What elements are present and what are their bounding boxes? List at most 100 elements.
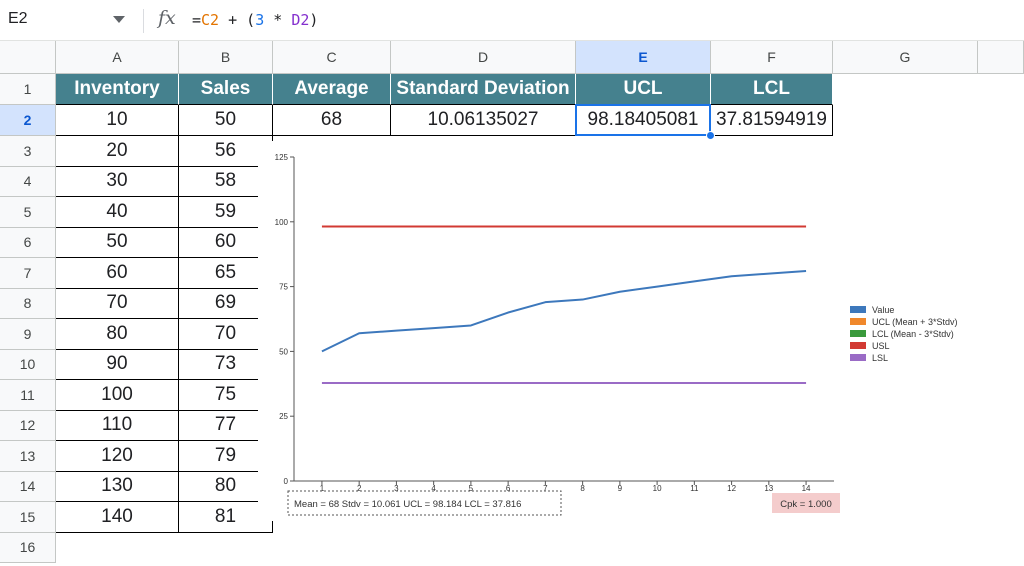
- x-tick-label: 9: [618, 484, 623, 493]
- cpk-label: Cpk = 1.000: [780, 499, 832, 510]
- control-chart[interactable]: 0 25 50 75 100 125 1 2 3 4 5 6 7 8 9 10 11 12 13 14 Value UCL…: [258, 141, 1020, 521]
- row-header-13[interactable]: 13: [0, 441, 56, 472]
- cell-inventory[interactable]: 140: [56, 502, 179, 533]
- spreadsheet-grid: A B C D E F G 1 2 3 4 5 6 7 8 9 10 11 12 13 14 15 16 Inventory S…: [0, 41, 1024, 566]
- select-all-corner[interactable]: [0, 41, 56, 74]
- row-header-3[interactable]: 3: [0, 136, 56, 167]
- fx-icon: fx: [158, 7, 176, 29]
- row-header-4[interactable]: 4: [0, 166, 56, 197]
- row-header-9[interactable]: 9: [0, 319, 56, 350]
- x-tick-label: 13: [764, 484, 773, 493]
- row-header-7[interactable]: 7: [0, 258, 56, 289]
- row-header-1[interactable]: 1: [0, 74, 56, 105]
- row-header-2[interactable]: 2: [0, 105, 56, 136]
- formula-bar: E2 fx =C2 + (3 * D2): [0, 0, 1024, 41]
- y-tick-label: 75: [279, 283, 288, 292]
- column-header-b[interactable]: B: [179, 41, 273, 74]
- formula-ref-d2: D2: [291, 11, 310, 29]
- cell-inventory[interactable]: 80: [56, 319, 179, 350]
- cell-inventory[interactable]: 60: [56, 258, 179, 289]
- cell-sales[interactable]: 50: [179, 105, 273, 136]
- x-tick-label: 12: [727, 484, 736, 493]
- legend-swatch-2: [850, 330, 866, 337]
- column-header-f[interactable]: F: [711, 41, 833, 74]
- cell-inventory[interactable]: 100: [56, 380, 179, 411]
- y-tick-label: 50: [279, 347, 288, 356]
- column-header-h[interactable]: [978, 41, 1024, 74]
- stats-annotation-box: [287, 490, 562, 516]
- row-header-10[interactable]: 10: [0, 349, 56, 380]
- formula-part: ): [309, 11, 319, 29]
- cell-inventory[interactable]: 70: [56, 288, 179, 319]
- x-tick-label: 4: [431, 484, 436, 493]
- x-tick-label: 14: [802, 484, 811, 493]
- row-header-8[interactable]: 8: [0, 288, 56, 319]
- cell-inventory[interactable]: 20: [56, 136, 179, 167]
- cell-inventory[interactable]: 50: [56, 227, 179, 258]
- column-header-e[interactable]: E: [576, 41, 711, 74]
- legend-entry-2: LCL (Mean - 3*Stdv): [872, 329, 954, 339]
- name-box[interactable]: E2: [8, 10, 28, 27]
- formula-ref-c2: C2: [201, 11, 220, 29]
- formula-bar-divider: [143, 9, 144, 33]
- legend-entry-0: Value: [872, 305, 894, 315]
- cell-inventory[interactable]: 130: [56, 471, 179, 502]
- y-tick-label: 125: [275, 153, 289, 162]
- legend-swatch-4: [850, 354, 866, 361]
- cell-ucl-value[interactable]: 98.18405081: [576, 105, 711, 136]
- y-tick-label: 100: [275, 218, 289, 227]
- legend-entry-1: UCL (Mean + 3*Stdv): [872, 317, 957, 327]
- row-header-15[interactable]: 15: [0, 502, 56, 533]
- cell-inventory[interactable]: 10: [56, 105, 179, 136]
- formula-number: 3: [255, 11, 265, 29]
- cell-average-value[interactable]: 68: [273, 105, 391, 136]
- series-line-value: [321, 270, 807, 353]
- legend-swatch-3: [850, 342, 866, 349]
- x-tick-label: 7: [543, 484, 548, 493]
- formula-input[interactable]: =C2 + (3 * D2): [192, 11, 318, 29]
- cell-lcl-value[interactable]: 37.81594919: [711, 105, 833, 136]
- header-ucl[interactable]: UCL: [576, 74, 711, 105]
- formula-part: =: [192, 11, 202, 29]
- stats-annotation: Mean = 68 Stdv = 10.061 UCL = 98.184 LCL…: [294, 499, 521, 510]
- row-header-11[interactable]: 11: [0, 380, 56, 411]
- x-tick-label: 8: [580, 484, 585, 493]
- header-stdev[interactable]: Standard Deviation: [391, 74, 576, 105]
- cell-stdev-value[interactable]: 10.06135027: [391, 105, 576, 136]
- x-tick-label: 5: [469, 484, 474, 493]
- x-tick-label: 2: [357, 484, 362, 493]
- cell-inventory[interactable]: 110: [56, 410, 179, 441]
- header-inventory[interactable]: Inventory: [56, 74, 179, 105]
- column-header-g[interactable]: G: [833, 41, 978, 74]
- cell-inventory[interactable]: 120: [56, 441, 179, 472]
- legend-swatch-0: [850, 306, 866, 313]
- row-header-14[interactable]: 14: [0, 471, 56, 502]
- column-header-c[interactable]: C: [273, 41, 391, 74]
- x-tick-label: 10: [653, 484, 662, 493]
- x-tick-label: 3: [394, 484, 399, 493]
- header-average[interactable]: Average: [273, 74, 391, 105]
- row-header-6[interactable]: 6: [0, 227, 56, 258]
- row-header-16[interactable]: 16: [0, 532, 56, 563]
- legend-entry-4: LSL: [872, 353, 888, 363]
- fill-handle[interactable]: [706, 131, 715, 140]
- x-tick-label: 6: [506, 484, 511, 493]
- cell-inventory[interactable]: 90: [56, 349, 179, 380]
- header-lcl[interactable]: LCL: [711, 74, 833, 105]
- cell-inventory[interactable]: 30: [56, 166, 179, 197]
- column-header-d[interactable]: D: [391, 41, 576, 74]
- row-header-12[interactable]: 12: [0, 410, 56, 441]
- name-box-dropdown-icon[interactable]: [113, 16, 125, 23]
- row-header-5[interactable]: 5: [0, 197, 56, 228]
- legend-entry-3: USL: [872, 341, 890, 351]
- column-header-a[interactable]: A: [56, 41, 179, 74]
- legend-swatch-1: [850, 318, 866, 325]
- cell-inventory[interactable]: 40: [56, 197, 179, 228]
- cpk-box: [772, 493, 840, 513]
- header-sales[interactable]: Sales: [179, 74, 273, 105]
- x-tick-label: 1: [320, 484, 325, 493]
- formula-part: *: [264, 11, 292, 29]
- x-tick-label: 11: [690, 484, 699, 493]
- formula-part: + (: [219, 11, 256, 29]
